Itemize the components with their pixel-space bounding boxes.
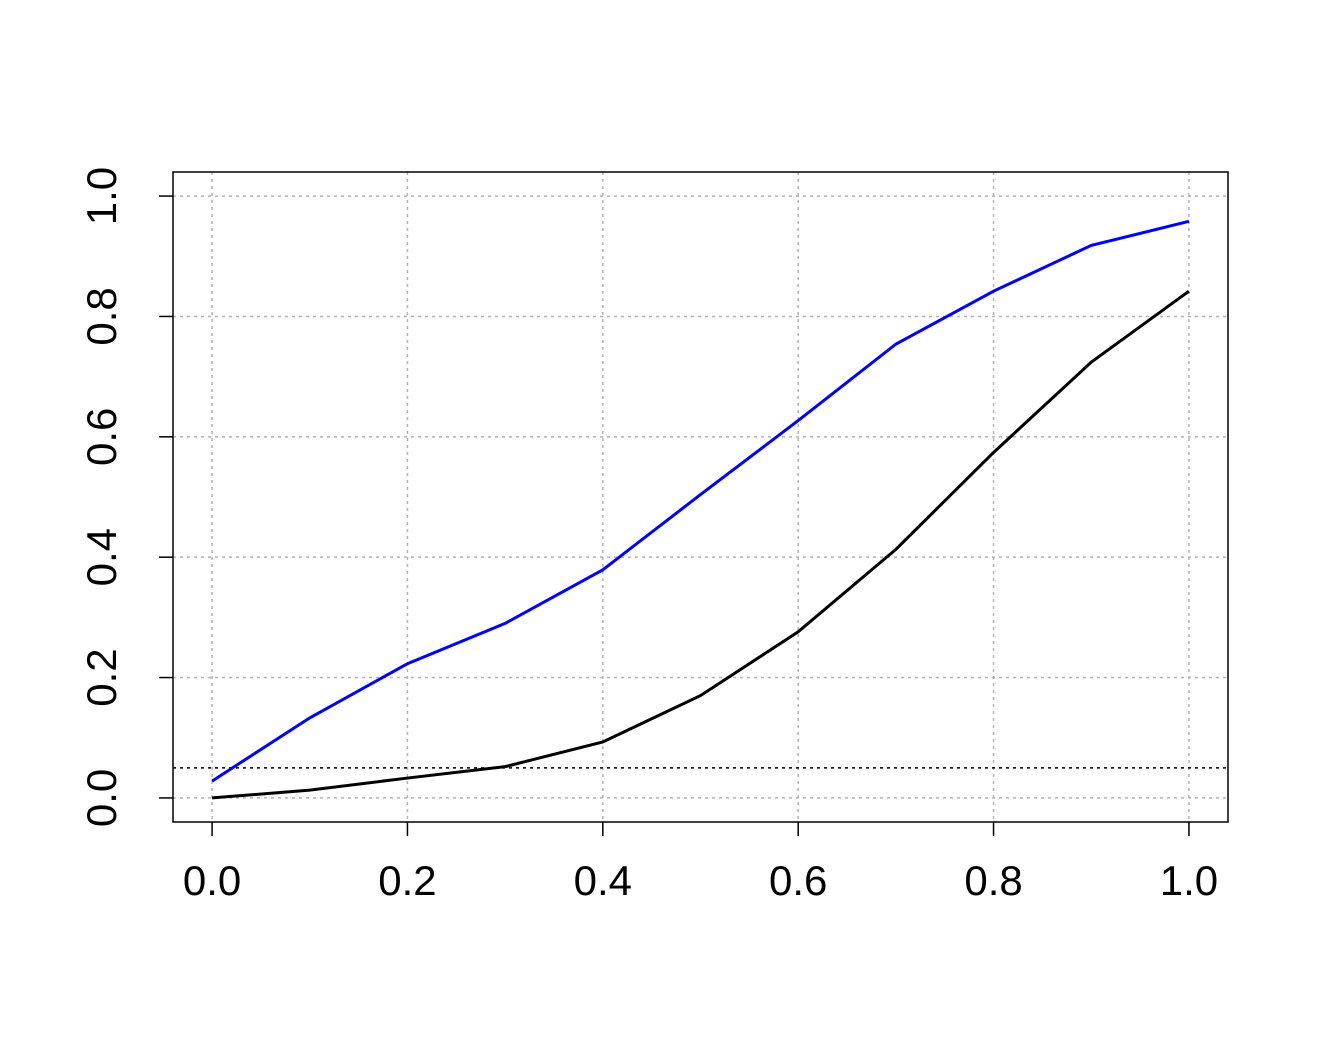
x-tick-label: 0.8 xyxy=(964,857,1022,904)
y-tick-label: 0.4 xyxy=(78,528,125,586)
x-tick-label: 0.6 xyxy=(769,857,827,904)
plot-frame xyxy=(172,171,1229,823)
x-tick-label: 0.4 xyxy=(574,857,632,904)
y-tick-label: 0.0 xyxy=(78,769,125,827)
x-tick-label: 0.2 xyxy=(378,857,436,904)
y-tick-label: 0.8 xyxy=(78,287,125,345)
x-tick-label: 0.0 xyxy=(183,857,241,904)
y-tick-label: 1.0 xyxy=(78,167,125,225)
data-line xyxy=(211,289,1190,800)
y-tick-label: 0.2 xyxy=(78,648,125,706)
y-tick-label: 0.6 xyxy=(78,408,125,466)
data-line xyxy=(211,219,1190,783)
x-tick-label: 1.0 xyxy=(1160,857,1218,904)
